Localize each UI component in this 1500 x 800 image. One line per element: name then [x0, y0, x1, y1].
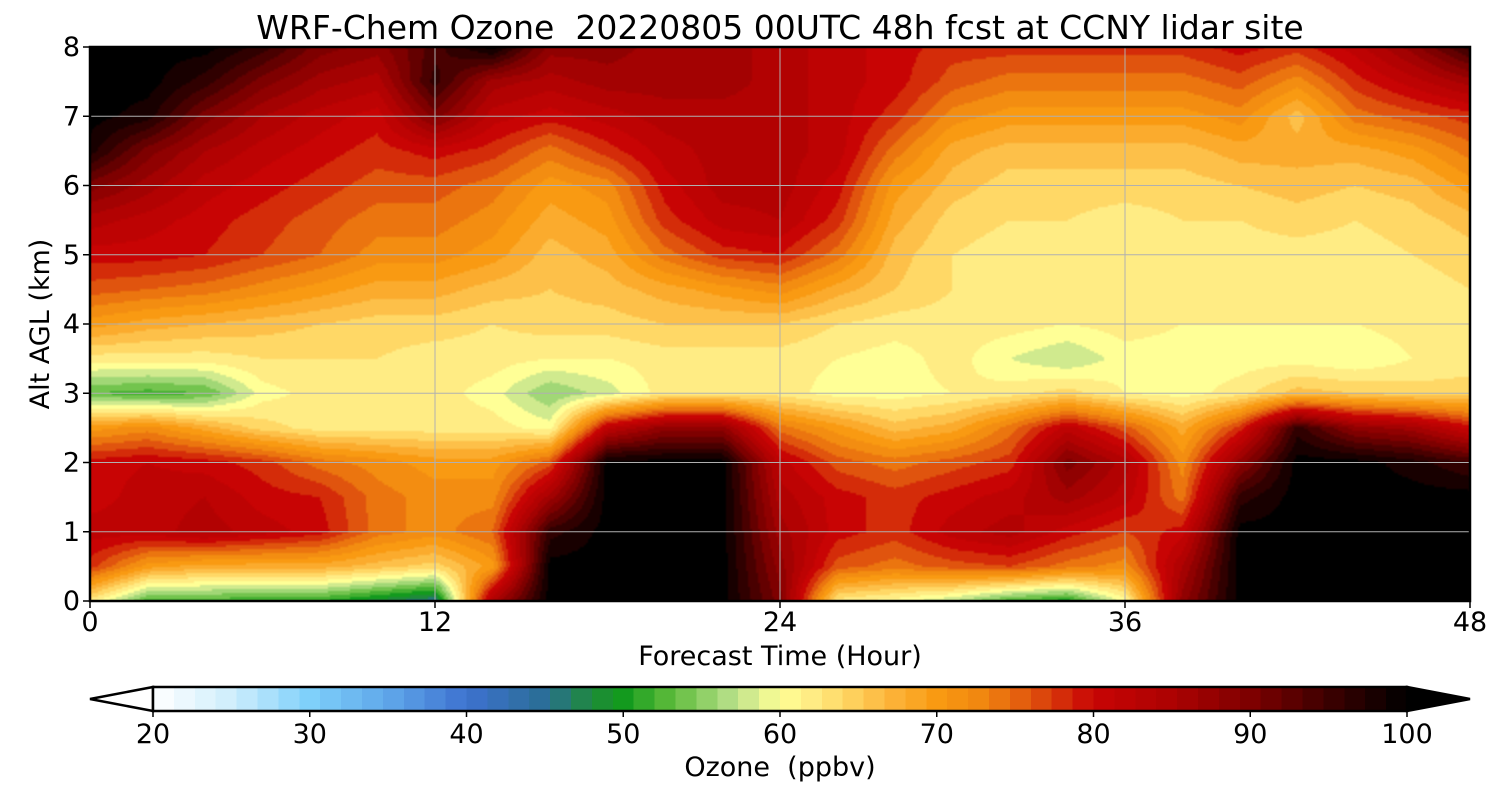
y-axis-label: Alt AGL (km)	[25, 239, 56, 410]
x-axis: 0 12 24 36 48	[81, 601, 1487, 638]
x-axis-label: Forecast Time (Hour)	[638, 641, 922, 672]
x-tick-label: 12	[418, 607, 452, 638]
y-tick-label: 1	[63, 517, 80, 548]
colorbar-tick-label: 90	[1233, 719, 1267, 750]
y-tick-label: 7	[63, 101, 80, 132]
colorbar-tick-label: 40	[449, 719, 483, 750]
colorbar-ticks: 20 30 40 50 60 70 80 90 100	[136, 711, 1433, 750]
chart-title: WRF-Chem Ozone 20220805 00UTC 48h fcst a…	[256, 8, 1303, 47]
colorbar-tick-label: 80	[1076, 719, 1110, 750]
colorbar-tick-label: 70	[920, 719, 954, 750]
colorbar: 20 30 40 50 60 70 80 90 100 Ozone (ppbv)	[89, 685, 1471, 783]
colorbar-tick-label: 50	[606, 719, 640, 750]
y-axis: 0 1 2 3 4 5 6 7 8	[63, 32, 90, 617]
colorbar-tick-label: 100	[1381, 719, 1433, 750]
colorbar-extend-high	[1405, 685, 1471, 713]
colorbar-ramp	[151, 685, 1409, 713]
y-tick-label: 3	[63, 378, 80, 409]
y-tick-label: 4	[63, 309, 80, 340]
y-tick-label: 0	[63, 586, 80, 617]
x-tick-label: 36	[1108, 607, 1142, 638]
x-tick-label: 48	[1453, 607, 1487, 638]
y-tick-label: 6	[63, 171, 80, 202]
y-tick-label: 2	[63, 448, 80, 479]
x-tick-label: 24	[763, 607, 797, 638]
colorbar-tick-label: 30	[293, 719, 327, 750]
colorbar-label: Ozone (ppbv)	[684, 752, 875, 783]
colorbar-tick-label: 60	[763, 719, 797, 750]
y-tick-label: 8	[63, 32, 80, 63]
x-tick-label: 0	[81, 607, 98, 638]
colorbar-extend-low	[89, 685, 155, 713]
y-tick-label: 5	[63, 240, 80, 271]
colorbar-tick-label: 20	[136, 719, 170, 750]
